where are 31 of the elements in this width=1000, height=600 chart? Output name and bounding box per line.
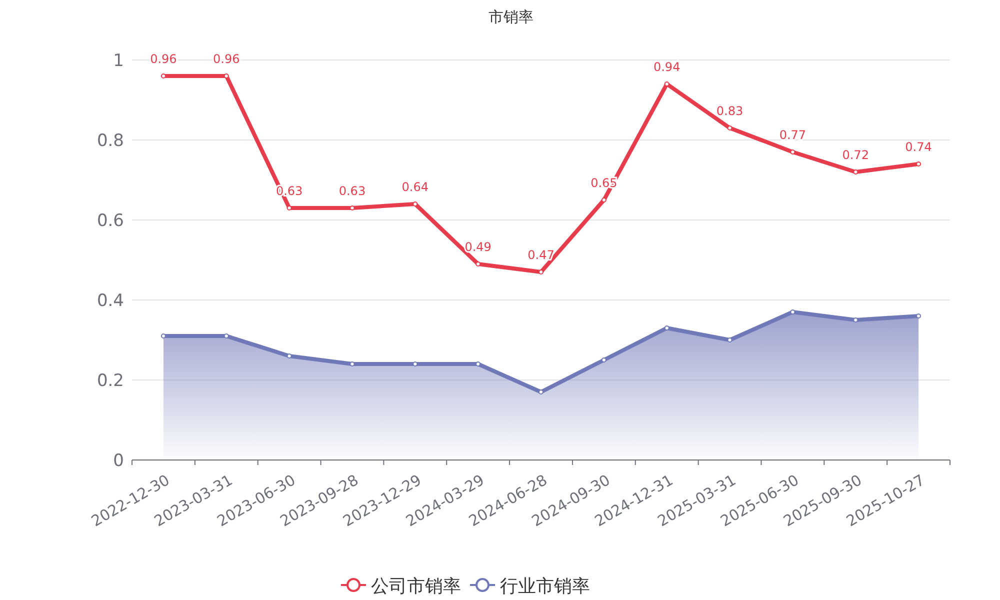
- y-tick-label: 0: [113, 451, 124, 471]
- chart-title: 市销率: [488, 8, 534, 26]
- point: [916, 314, 922, 318]
- text: 0.64: [402, 180, 429, 194]
- point: [286, 354, 292, 358]
- point: [727, 126, 732, 130]
- point: [664, 326, 670, 330]
- point: [538, 390, 544, 394]
- text: 0.74: [905, 140, 932, 154]
- text: 0.83: [716, 104, 744, 118]
- y-tick-label: 0.6: [96, 211, 124, 231]
- legend-label: 行业市销率: [500, 576, 590, 597]
- text: 0.94: [653, 60, 680, 74]
- text: 0.49: [464, 240, 492, 254]
- y-tick-label: 1: [113, 51, 124, 71]
- legend-label: 公司市销率: [371, 576, 461, 597]
- text: 0.63: [338, 184, 366, 198]
- text: 0.47: [528, 248, 554, 262]
- y-tick-label: 0.4: [96, 291, 124, 311]
- text: 0.77: [779, 128, 806, 142]
- text: 0.96: [150, 52, 177, 66]
- point: [538, 270, 544, 274]
- y-tick-label: 0.2: [96, 371, 124, 391]
- y-tick-label: 0.8: [96, 131, 124, 151]
- point: [601, 198, 606, 202]
- point: [601, 358, 606, 362]
- point: [916, 162, 922, 166]
- point: [790, 150, 796, 154]
- text: 0.72: [842, 148, 869, 162]
- text: 0.96: [213, 52, 240, 66]
- point: [412, 202, 418, 206]
